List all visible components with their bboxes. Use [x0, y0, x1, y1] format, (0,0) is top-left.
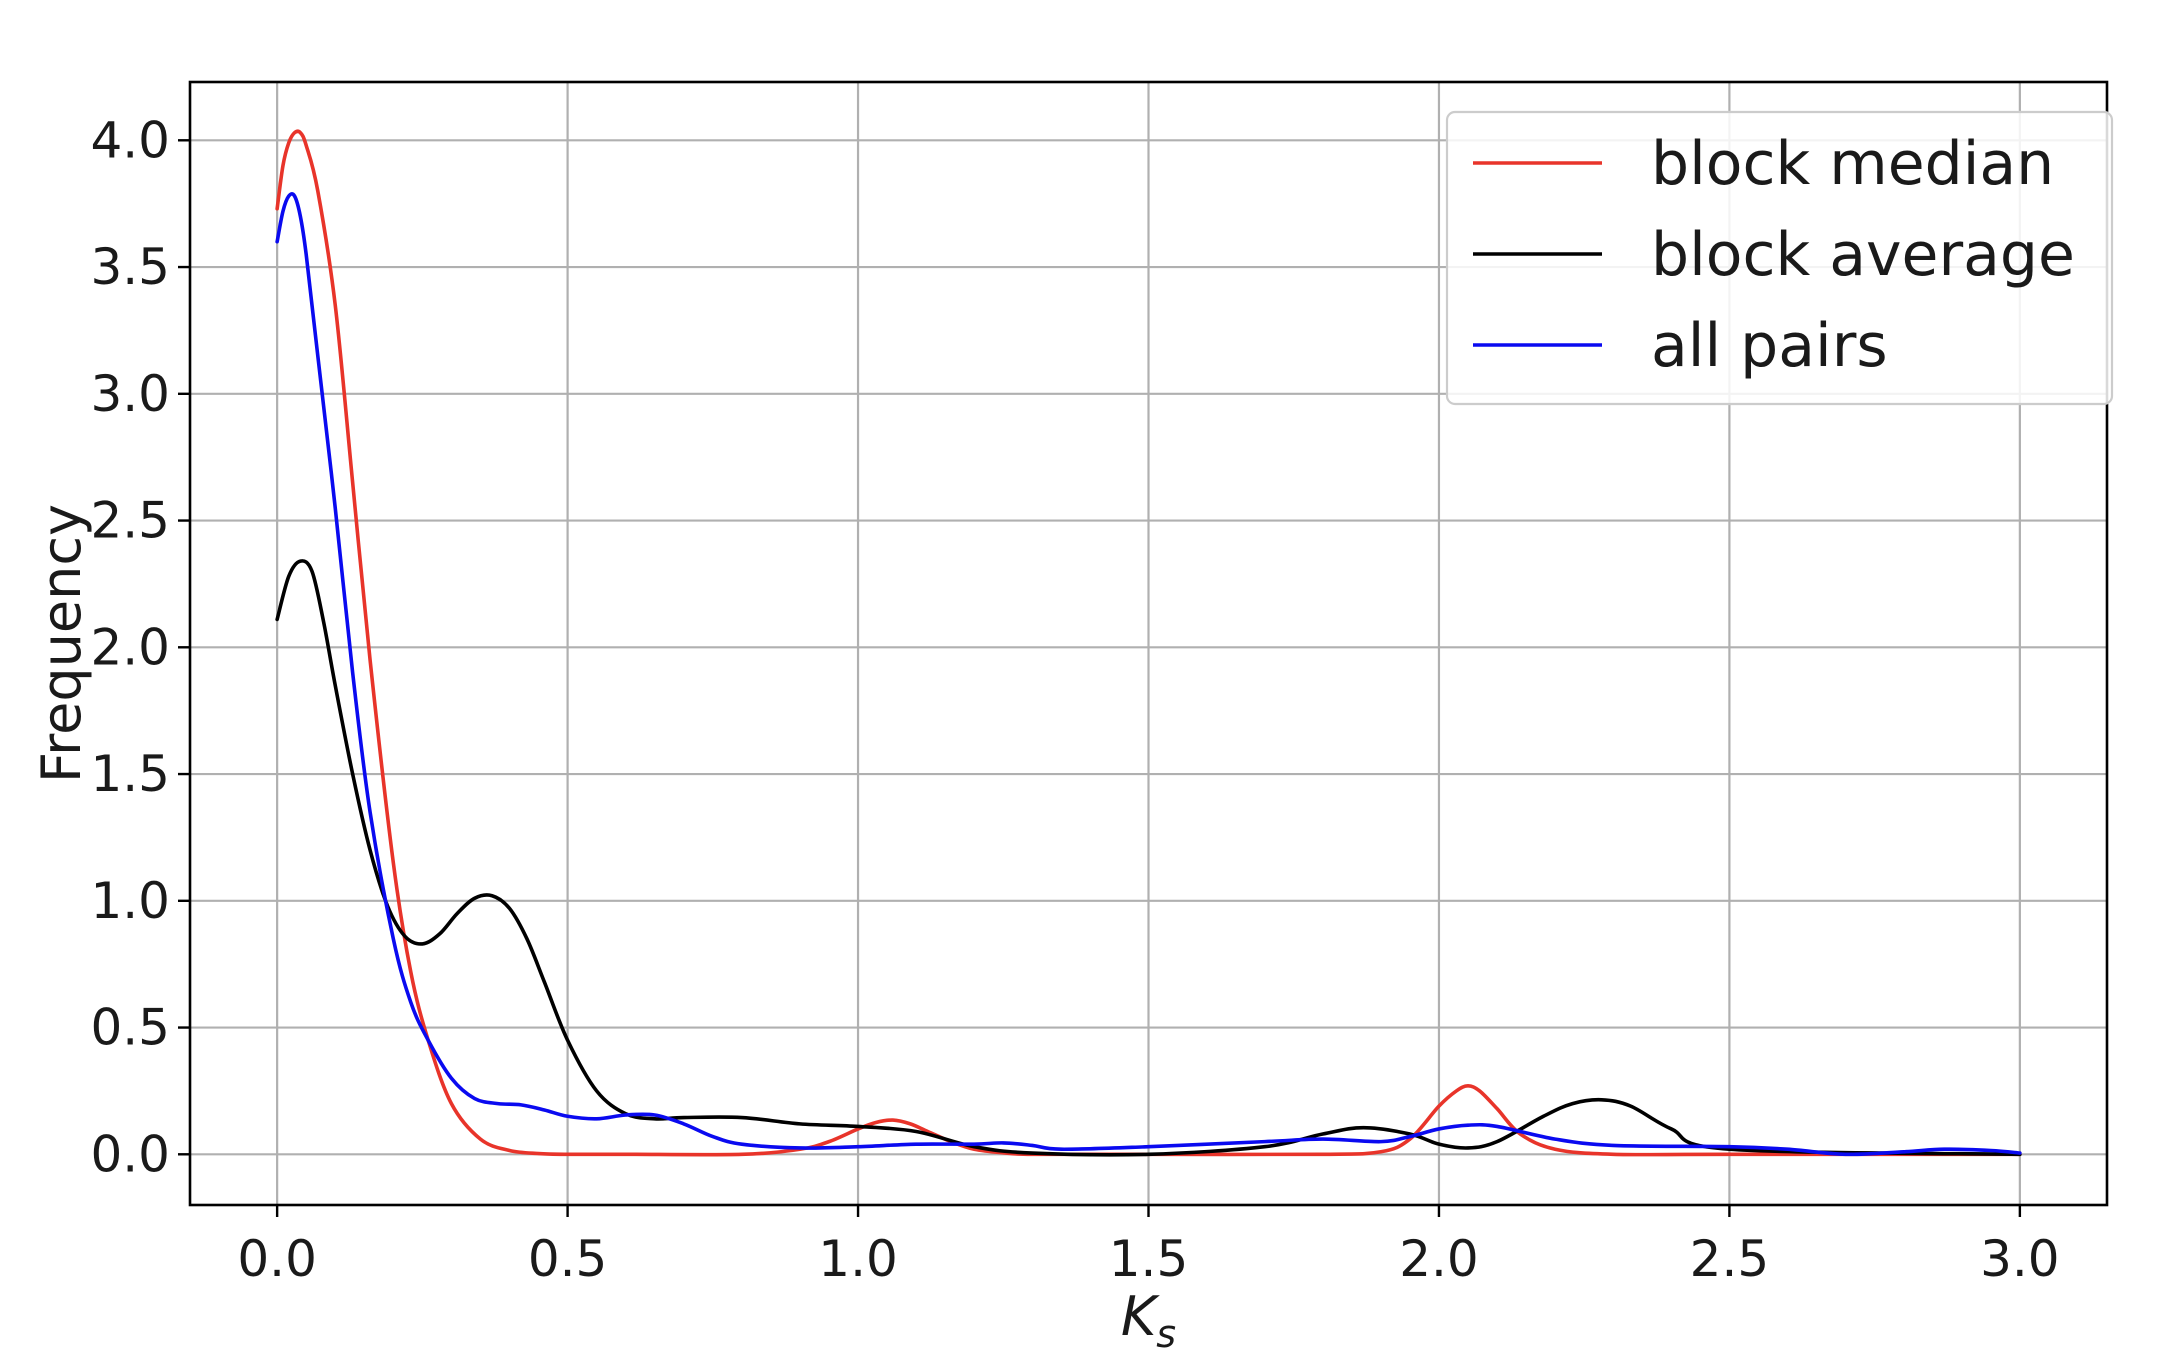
x-tick-label: 2.5 — [1690, 1230, 1770, 1288]
y-tick-label: 1.5 — [90, 745, 170, 803]
legend-label-all-pairs: all pairs — [1651, 311, 1888, 381]
x-tick-label: 1.0 — [818, 1230, 898, 1288]
y-tick-label: 3.0 — [90, 365, 170, 423]
legend-label-block-median: block median — [1651, 129, 2054, 199]
x-tick-label: 3.0 — [1980, 1230, 2060, 1288]
series-line-block-average — [275, 559, 2022, 1157]
x-tick-label: 2.0 — [1399, 1230, 1479, 1288]
x-axis-label: Ks — [1121, 1285, 1176, 1352]
y-tick-label: 0.0 — [90, 1125, 170, 1183]
y-tick-label: 4.0 — [90, 111, 170, 169]
tick-labels: 0.0 0.5 1.0 1.5 2.0 2.5 3.0 0.0 0.5 1.0 1.5 2.0 2.5 3… — [90, 111, 2059, 1288]
series-line-block-median — [275, 129, 2022, 1157]
y-tick-label: 2.5 — [90, 492, 170, 550]
y-tick-label: 1.0 — [90, 872, 170, 930]
ticks — [178, 139, 2022, 1217]
x-tick-label: 0.0 — [237, 1230, 317, 1288]
series-line-all-pairs — [275, 192, 2022, 1157]
x-tick-label: 0.5 — [528, 1230, 608, 1288]
legend: block median block average all pairs — [1445, 110, 2114, 406]
y-axis-label: Frequency — [30, 504, 93, 783]
series-layer — [275, 129, 2022, 1157]
x-axis-label-subscript: s — [1156, 1312, 1176, 1352]
grid — [190, 82, 2107, 1205]
legend-label-block-average: block average — [1651, 220, 2075, 290]
legend-box — [1445, 110, 2114, 406]
y-tick-label: 0.5 — [90, 999, 170, 1057]
y-tick-label: 3.5 — [90, 238, 170, 296]
y-tick-label: 2.0 — [90, 618, 170, 676]
x-axis-label-main: K — [1121, 1285, 1160, 1348]
x-tick-label: 1.5 — [1109, 1230, 1189, 1288]
